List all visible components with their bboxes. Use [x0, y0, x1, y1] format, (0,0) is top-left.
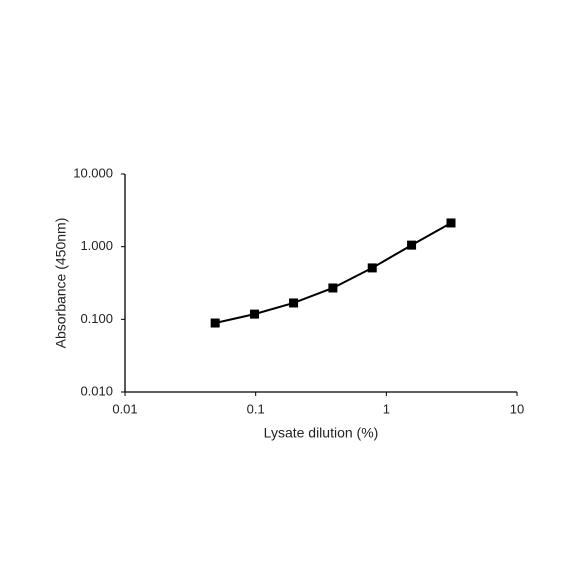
x-tick-label: 0.1 [247, 401, 265, 416]
data-point [289, 298, 299, 308]
y-tick-label: 10.000 [73, 165, 113, 180]
y-tick-label: 1.000 [80, 238, 113, 253]
data-point [367, 263, 377, 273]
data-point [407, 240, 417, 250]
x-tick-label: 0.01 [112, 401, 137, 416]
x-tick-label: 1 [383, 401, 390, 416]
data-point [250, 309, 260, 319]
x-axis-label: Lysate dilution (%) [264, 425, 379, 441]
y-axis-label: Absorbance (450nm) [53, 218, 69, 349]
x-tick-label: 10 [510, 401, 524, 416]
data-point [446, 218, 456, 228]
y-tick-label: 0.010 [80, 383, 113, 398]
y-tick-label: 0.100 [80, 311, 113, 326]
data-point [328, 283, 338, 293]
data-point [210, 318, 220, 328]
